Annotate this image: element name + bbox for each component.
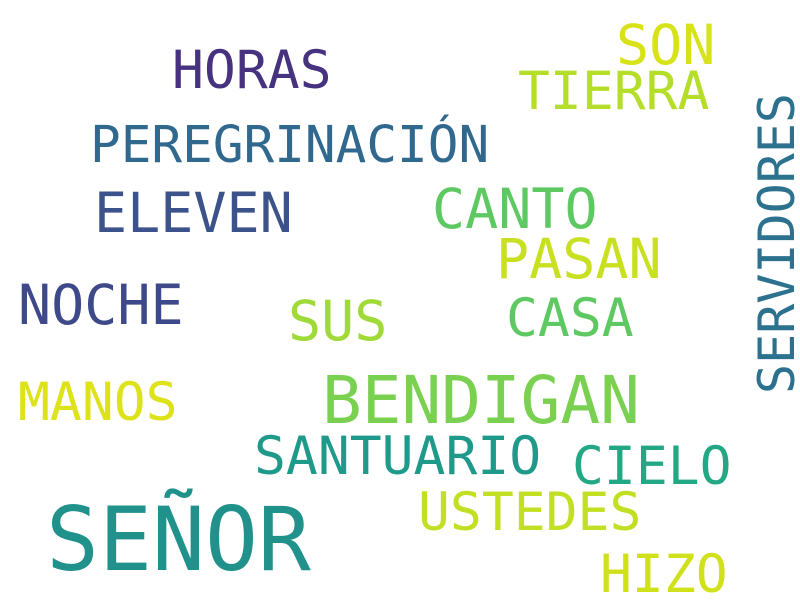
word-peregrinacion: PEREGRINACIÓN bbox=[90, 116, 490, 175]
word-tierra: TIERRA bbox=[518, 61, 710, 122]
word-bendigan: BENDIGAN bbox=[322, 362, 640, 439]
word-eleven: ELEVEN bbox=[94, 181, 293, 245]
word-sus: SUS bbox=[288, 289, 388, 353]
word-manos: MANOS bbox=[18, 372, 178, 433]
word-senor: SEÑOR bbox=[46, 488, 311, 591]
word-ustedes: USTEDES bbox=[418, 482, 642, 543]
word-santuario: SANTUARIO bbox=[254, 426, 542, 487]
word-canto: CANTO bbox=[432, 177, 598, 241]
word-noche: NOCHE bbox=[18, 273, 184, 337]
word-horas: HORAS bbox=[172, 40, 332, 101]
word-pasan: PASAN bbox=[496, 227, 662, 291]
word-cielo: CIELO bbox=[572, 436, 732, 497]
word-servidores: SERVIDORES bbox=[748, 92, 800, 394]
word-son: SON bbox=[616, 13, 716, 77]
word-hizo: HIZO bbox=[600, 544, 728, 605]
word-casa: CASA bbox=[506, 288, 634, 349]
